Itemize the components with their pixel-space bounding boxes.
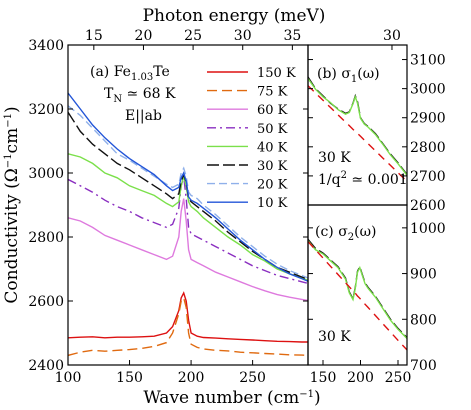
- panel-b-ytick-label-1: 2700: [410, 169, 446, 185]
- axis-titles: Photon energy (meV)Wave number (cm−1)Con…: [2, 6, 325, 408]
- panel-b-label: (b) σ1(ω): [317, 66, 380, 85]
- legend-label-5: 30 K: [257, 159, 288, 174]
- legend-label-6: 20 K: [257, 178, 288, 193]
- x-axis-title-part-1: −1: [299, 389, 314, 400]
- legend-label-0: 150 K: [257, 66, 296, 81]
- panel-a-field-label: E||ab: [125, 108, 162, 124]
- panel-a-series: [68, 92, 308, 357]
- panel-c-ytick-label-0: 700: [410, 358, 437, 374]
- panel-c-label-part-0: (c) σ: [315, 224, 348, 240]
- y-axis-title-part-3: −1: [3, 113, 14, 128]
- panel-c-ytick-label-2: 900: [410, 267, 437, 283]
- panel-a-ytick-label-1: 2600: [28, 294, 64, 310]
- panel-b-q-label-part-0: 1/q: [318, 172, 341, 188]
- panel-a-toptick-label-1: 20: [135, 28, 153, 44]
- panel-b-q-label: 1/q2 ≃ 0.001: [318, 170, 408, 188]
- panel-b-series-line-1: [308, 78, 407, 176]
- panel-c-label: (c) σ2(ω): [315, 224, 377, 243]
- legend-label-3: 50 K: [257, 122, 288, 137]
- panel-a-ytick-label-4: 3200: [28, 102, 64, 118]
- panel-c-series-line-2: [308, 241, 407, 351]
- panel-a-series-line-6: [68, 105, 308, 279]
- panel-c-label-part-2: (ω): [354, 224, 376, 240]
- panel-b-ytick-label-0: 2600: [410, 198, 446, 214]
- panel-b: 2600 2700 2800 2900 3000 3100 30 (b) σ1(ω) 30 K 1…: [307, 28, 446, 214]
- x-axis-title-part-2: ): [314, 388, 321, 408]
- y-axis-title-part-2: cm: [2, 128, 22, 154]
- panel-a-series-line-0: [68, 291, 308, 343]
- panel-a-xtick-label-3: 250: [239, 370, 266, 386]
- panel-a-tn-label-part-1: N: [113, 94, 122, 105]
- panel-b-label-part-2: (ω): [357, 66, 379, 82]
- y-axis-title-part-0: Conductivity (Ω: [2, 168, 22, 303]
- panel-b-label-part-1: 1: [351, 74, 357, 85]
- legend-label-7: 10 K: [257, 196, 288, 211]
- legend-label-1: 75 K: [257, 85, 288, 100]
- panel-a-xtick-label-1: 150: [116, 370, 143, 386]
- panel-a-series-line-7: [68, 92, 308, 282]
- panel-b-ytick-label-4: 3000: [410, 82, 446, 98]
- panel-b-q-label-part-1: 2: [341, 170, 347, 181]
- panel-b-ytick-label-3: 2900: [410, 111, 446, 127]
- panel-b-q-label-part-2: ≃ 0.001: [347, 172, 408, 188]
- top-x-axis-title: Photon energy (meV): [143, 6, 326, 26]
- legend-label-4: 40 K: [257, 140, 288, 155]
- panel-a-xtick-label-2: 200: [178, 370, 205, 386]
- panel-a-xtick-label-0: 100: [55, 370, 82, 386]
- panel-a: 2400 2600 2800 3000 3200 3400 100 150 200 250 15 20…: [28, 28, 309, 386]
- panel-a-tn-label-part-2: ≃ 68 K: [122, 86, 176, 102]
- panel-a-label: (a) Fe1.03Te: [90, 64, 170, 83]
- panel-c-frame: [307, 204, 408, 366]
- panel-a-label-part-2: Te: [153, 64, 170, 80]
- panel-a-ytick-label-3: 3000: [28, 166, 64, 182]
- panel-a-label-part-1: 1.03: [131, 72, 153, 83]
- panel-a-series-line-3: [68, 176, 308, 285]
- panel-a-series-line-2: [68, 198, 308, 302]
- x-axis-title-part-0: Wave number (cm: [143, 388, 299, 408]
- panel-a-toptick-label-0: 15: [85, 28, 103, 44]
- panel-c-ytick-label-1: 800: [410, 312, 437, 328]
- panel-a-label-part-0: (a) Fe: [90, 64, 131, 80]
- panel-c-series-line-1: [308, 240, 407, 339]
- panel-c-xtick-label-2: 250: [385, 370, 412, 386]
- panel-a-tn-label: TN ≃ 68 K: [104, 86, 176, 105]
- panel-c-xtick-label-1: 200: [347, 370, 374, 386]
- panel-a-ytick-label-5: 3400: [28, 38, 64, 54]
- panel-b-ytick-label-2: 2800: [410, 140, 446, 156]
- panel-a-series-line-1: [68, 296, 308, 357]
- panel-c-label-part-1: 2: [348, 232, 354, 243]
- y-axis-title-part-4: ): [2, 106, 22, 113]
- panel-c-xtick-label-0: 150: [310, 370, 337, 386]
- panel-b-series: [308, 76, 407, 182]
- panel-c-ytick-label-3: 1000: [410, 221, 446, 237]
- y-axis-title-part-1: −1: [3, 153, 14, 168]
- panel-c-temp-label: 30 K: [318, 329, 351, 345]
- legend: 150 K 75 K 60 K 50 K 40 K 30 K 20 K 10 K: [207, 66, 296, 211]
- panel-c: 700 800 900 1000 150 200 250 (c) σ2(ω) 30 K: [307, 204, 446, 386]
- panel-b-temp-label: 30 K: [318, 150, 351, 166]
- legend-label-2: 60 K: [257, 103, 288, 118]
- panel-a-ytick-label-2: 2800: [28, 230, 64, 246]
- panel-b-ytick-label-5: 3100: [410, 53, 446, 69]
- panel-a-toptick-label-3: 30: [234, 28, 252, 44]
- panel-a-toptick-label-2: 25: [184, 28, 202, 44]
- panel-b-label-part-0: (b) σ: [317, 66, 351, 82]
- panel-a-toptick-label-4: 35: [283, 28, 301, 44]
- panel-c-series: [308, 238, 407, 351]
- panel-b-series-line-2: [308, 85, 407, 182]
- y-axis-title: Conductivity (Ω−1cm−1): [2, 106, 22, 303]
- panel-b-toptick-label-0: 30: [383, 28, 401, 44]
- panel-a-ytick-label-0: 2400: [28, 358, 64, 374]
- panel-a-tn-label-part-0: T: [104, 86, 114, 102]
- x-axis-title: Wave number (cm−1): [143, 388, 320, 408]
